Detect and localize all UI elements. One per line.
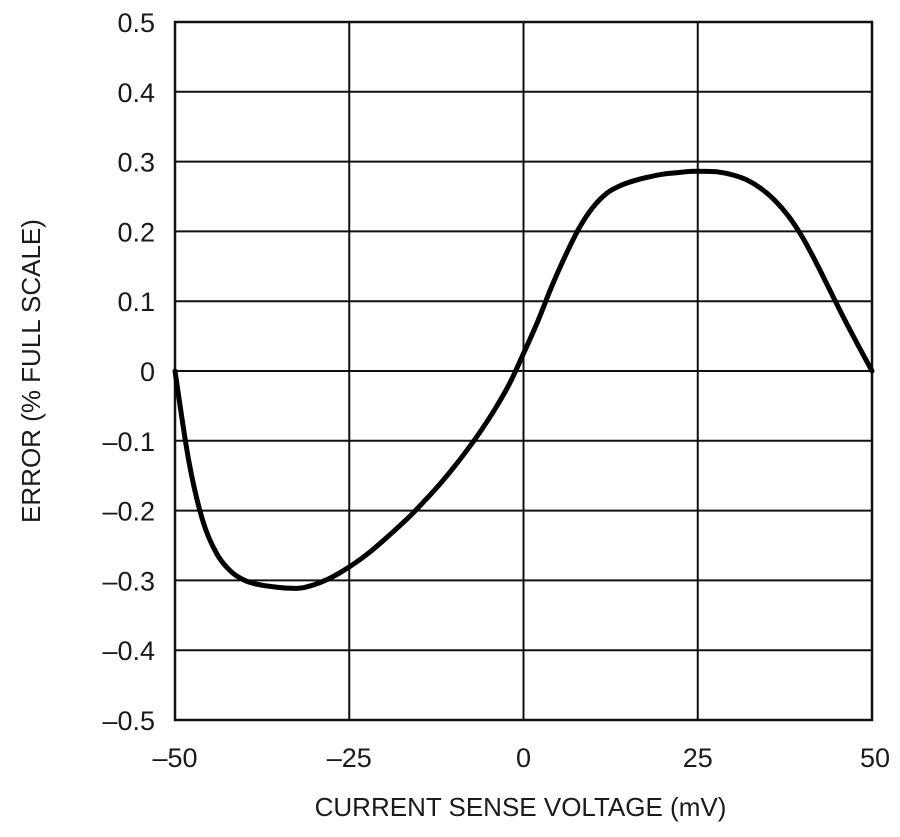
x-tick-label: –25 bbox=[327, 743, 372, 773]
x-tick-label: –50 bbox=[152, 743, 197, 773]
y-tick-label: 0.4 bbox=[117, 78, 155, 108]
y-tick-label: –0.3 bbox=[102, 566, 155, 596]
y-tick-label: –0.5 bbox=[102, 706, 155, 736]
y-tick-label: 0.5 bbox=[117, 8, 155, 38]
error-curve bbox=[172, 168, 875, 591]
y-tick-label: 0 bbox=[140, 357, 155, 387]
y-tick-label: 0.2 bbox=[117, 217, 155, 247]
series-layer bbox=[172, 168, 875, 591]
x-tick-label: 0 bbox=[516, 743, 531, 773]
x-axis-ticks: –50 –25 0 25 50 bbox=[152, 743, 890, 773]
y-tick-label: –0.4 bbox=[102, 636, 155, 666]
y-axis-ticks: 0.5 0.4 0.3 0.2 0.1 0 –0.1 –0.2 –0.3 –0.4 –0.5 bbox=[102, 8, 155, 736]
y-axis-title: ERROR (% FULL SCALE) bbox=[16, 219, 46, 523]
x-tick-label: 25 bbox=[683, 743, 713, 773]
y-tick-label: –0.2 bbox=[102, 497, 155, 527]
x-tick-label: 50 bbox=[860, 743, 890, 773]
y-tick-label: 0.3 bbox=[117, 148, 155, 178]
x-axis-title: CURRENT SENSE VOLTAGE (mV) bbox=[315, 792, 727, 822]
y-tick-label: –0.1 bbox=[102, 427, 155, 457]
y-tick-label: 0.1 bbox=[117, 287, 155, 317]
grid-lines bbox=[174, 21, 873, 721]
